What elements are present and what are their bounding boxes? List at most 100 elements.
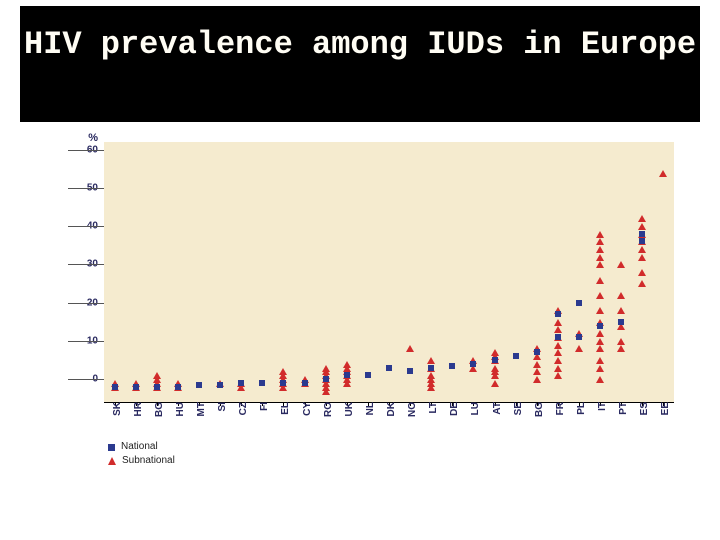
subnational-point — [617, 261, 625, 268]
slide-title: HIV prevalence among IUDs in Europe — [20, 6, 700, 66]
x-tick-label: PT — [618, 402, 629, 415]
subnational-point — [638, 269, 646, 276]
national-point — [259, 380, 265, 386]
x-tick-label: DK — [386, 402, 397, 416]
subnational-point — [596, 345, 604, 352]
national-point — [492, 357, 498, 363]
national-point — [576, 334, 582, 340]
national-point — [323, 376, 329, 382]
x-tick-label: NO — [407, 402, 418, 417]
y-tick-stub — [68, 341, 104, 342]
subnational-point — [596, 307, 604, 314]
national-point — [618, 319, 624, 325]
national-point — [386, 365, 392, 371]
national-point — [576, 300, 582, 306]
national-point — [597, 323, 603, 329]
subnational-point — [596, 231, 604, 238]
subnational-point — [596, 357, 604, 364]
subnational-point — [617, 307, 625, 314]
slide: HIV prevalence among IUDs in Europe % 01… — [0, 0, 720, 540]
national-point — [280, 380, 286, 386]
subnational-point — [617, 338, 625, 345]
x-tick-label: IT — [597, 402, 608, 411]
subnational-point — [638, 280, 646, 287]
national-point — [302, 380, 308, 386]
x-tick-label: FI — [259, 402, 270, 411]
y-tick-stub — [68, 150, 104, 151]
national-point — [639, 231, 645, 237]
subnational-point — [491, 365, 499, 372]
legend: National Subnational — [108, 440, 175, 468]
x-tick-label: EL — [280, 402, 291, 415]
subnational-point — [406, 345, 414, 352]
x-tick-label: LT — [428, 402, 439, 413]
subnational-point — [617, 345, 625, 352]
subnational-point — [533, 368, 541, 375]
x-tick-label: PL — [576, 402, 587, 415]
triangle-icon — [108, 457, 116, 465]
subnational-point — [638, 254, 646, 261]
square-icon — [108, 444, 115, 451]
x-tick-label: FR — [555, 402, 566, 415]
subnational-point — [638, 223, 646, 230]
subnational-point — [533, 361, 541, 368]
subnational-point — [596, 292, 604, 299]
subnational-point — [596, 330, 604, 337]
chart-container: % 0102030405060SKHRBGHUMTSICZFIELCYROUKN… — [60, 136, 680, 496]
x-tick-label: BG — [154, 402, 165, 417]
x-tick-label: SE — [513, 402, 524, 415]
x-tick-label: CY — [302, 402, 313, 416]
subnational-point — [638, 246, 646, 253]
subnational-point — [575, 345, 583, 352]
national-point — [344, 372, 350, 378]
national-point — [365, 372, 371, 378]
subnational-point — [279, 368, 287, 375]
y-tick-stub — [68, 188, 104, 189]
subnational-point — [596, 254, 604, 261]
national-point — [449, 363, 455, 369]
subnational-point — [596, 246, 604, 253]
national-point — [175, 384, 181, 390]
subnational-point — [427, 357, 435, 364]
chart-plot-area: % 0102030405060SKHRBGHUMTSICZFIELCYROUKN… — [104, 142, 674, 403]
subnational-point — [491, 349, 499, 356]
subnational-point — [596, 261, 604, 268]
x-tick-label: HU — [175, 402, 186, 416]
x-tick-label: SK — [112, 402, 123, 416]
subnational-point — [343, 361, 351, 368]
national-point — [470, 361, 476, 367]
subnational-point — [322, 365, 330, 372]
national-point — [555, 334, 561, 340]
national-point — [238, 380, 244, 386]
subnational-point — [596, 376, 604, 383]
national-point — [112, 384, 118, 390]
y-tick-stub — [68, 379, 104, 380]
y-tick-stub — [68, 303, 104, 304]
subnational-point — [596, 338, 604, 345]
x-tick-label: BG — [534, 402, 545, 417]
legend-subnational: Subnational — [108, 454, 175, 468]
x-tick-label: CZ — [238, 402, 249, 415]
subnational-point — [554, 342, 562, 349]
national-point — [513, 353, 519, 359]
x-tick-label: MT — [196, 402, 207, 416]
subnational-point — [596, 238, 604, 245]
national-point — [196, 382, 202, 388]
subnational-point — [638, 215, 646, 222]
x-tick-label: RO — [323, 402, 334, 417]
x-tick-label: DE — [449, 402, 460, 416]
subnational-point — [554, 326, 562, 333]
subnational-point — [554, 372, 562, 379]
subnational-point — [533, 376, 541, 383]
x-tick-label: NL — [365, 402, 376, 415]
y-tick-stub — [68, 226, 104, 227]
title-block: HIV prevalence among IUDs in Europe — [20, 6, 700, 122]
national-point — [428, 365, 434, 371]
subnational-point — [554, 365, 562, 372]
x-tick-label: HR — [133, 402, 144, 416]
subnational-point — [427, 372, 435, 379]
subnational-point — [554, 319, 562, 326]
subnational-point — [659, 170, 667, 177]
national-point — [133, 384, 139, 390]
y-unit-label: % — [88, 132, 98, 144]
